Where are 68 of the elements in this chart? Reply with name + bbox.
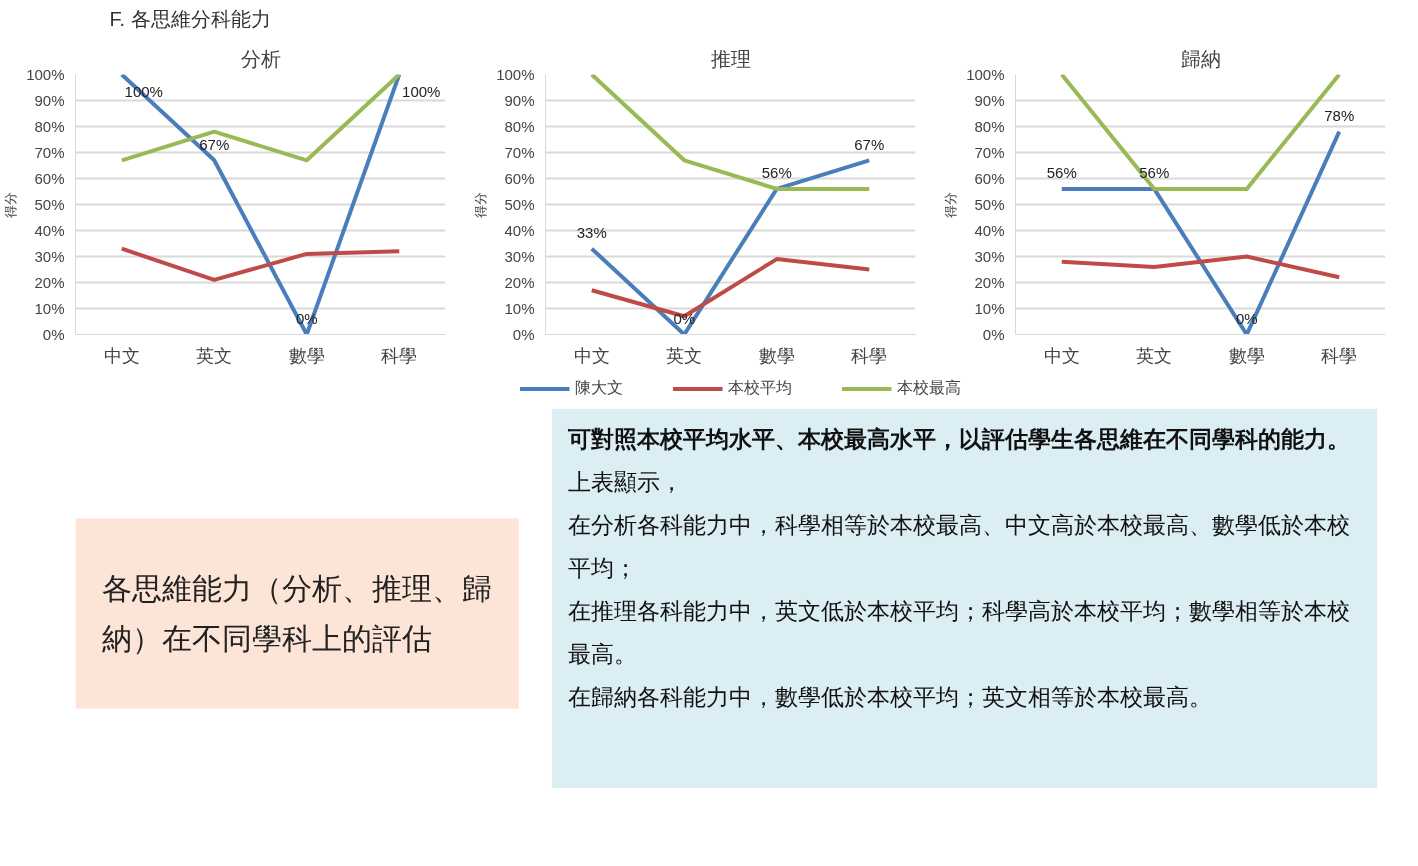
x-tick-label: 數學 — [1228, 345, 1265, 366]
y-tick-label: 0% — [42, 326, 65, 343]
x-tick-label: 數學 — [758, 345, 795, 366]
text: 在推理各科能力中，英文低於本校平均；科學高於本校平均；數學相等於本校最高。 — [567, 597, 1350, 667]
y-tick-label: 10% — [974, 300, 1005, 317]
y-tick-label: 100% — [496, 66, 535, 83]
y-tick-label: 40% — [504, 222, 535, 239]
text: 在分析各科能力中，科學相等於本校最高、中文高於本校最高、數學低於本校平均； — [567, 511, 1350, 581]
legend-label: 本校平均 — [727, 377, 792, 398]
y-tick-label: 20% — [34, 274, 65, 291]
y-tick-label: 40% — [974, 222, 1005, 239]
y-tick-label: 90% — [34, 92, 65, 109]
data-label: 56% — [1046, 164, 1077, 182]
data-label: 67% — [199, 135, 230, 153]
chart-title: 分析 — [240, 47, 281, 70]
y-tick-label: 70% — [974, 144, 1005, 161]
chart-title: 歸納 — [1180, 47, 1221, 70]
y-tick-label: 90% — [504, 92, 535, 109]
data-label: 100% — [402, 82, 441, 100]
text: F. 各思維分科能力 — [109, 7, 271, 30]
x-tick-label: 英文 — [196, 345, 233, 366]
data-label: 33% — [576, 224, 607, 242]
x-tick-label: 中文 — [573, 345, 610, 366]
y-axis-title: 得分 — [473, 191, 489, 218]
y-tick-label: 50% — [34, 196, 65, 213]
text: 各思維能力（分析、推理、歸納）在不同學科上的評估 — [101, 572, 492, 655]
y-tick-label: 50% — [504, 196, 535, 213]
y-axis-title: 得分 — [3, 191, 19, 218]
y-tick-label: 60% — [974, 170, 1005, 187]
y-tick-label: 10% — [34, 300, 65, 317]
y-tick-label: 20% — [504, 274, 535, 291]
y-axis-title: 得分 — [943, 191, 959, 218]
y-tick-label: 20% — [974, 274, 1005, 291]
y-tick-label: 100% — [26, 66, 65, 83]
legend-label: 陳大文 — [574, 377, 623, 398]
data-label: 67% — [854, 135, 885, 153]
y-tick-label: 30% — [974, 248, 1005, 265]
text: 可對照本校平均水平、本校最高水平，以評估學生各思維在不同學科的能力。 — [566, 425, 1350, 452]
y-tick-label: 40% — [34, 222, 65, 239]
y-tick-label: 90% — [974, 92, 1005, 109]
data-label: 78% — [1324, 107, 1355, 125]
x-tick-label: 中文 — [1043, 345, 1080, 366]
x-tick-label: 中文 — [103, 345, 140, 366]
y-tick-label: 60% — [504, 170, 535, 187]
x-tick-label: 數學 — [288, 345, 325, 366]
y-tick-label: 80% — [974, 118, 1005, 135]
text: 上表顯示， — [567, 468, 683, 495]
y-tick-label: 50% — [974, 196, 1005, 213]
y-tick-label: 80% — [34, 118, 65, 135]
y-tick-label: 80% — [504, 118, 535, 135]
legend-label: 本校最高 — [896, 377, 961, 398]
y-tick-label: 0% — [982, 326, 1005, 343]
x-tick-label: 科學 — [381, 345, 418, 366]
x-tick-label: 科學 — [851, 345, 888, 366]
text: 在歸納各科能力中，數學低於本校平均；英文相等於本校最高。 — [567, 683, 1212, 710]
y-tick-label: 60% — [34, 170, 65, 187]
x-tick-label: 英文 — [1136, 345, 1173, 366]
y-tick-label: 100% — [966, 66, 1005, 83]
data-label: 56% — [761, 164, 792, 182]
chart-title: 推理 — [710, 47, 751, 70]
y-tick-label: 70% — [34, 144, 65, 161]
y-tick-label: 70% — [504, 144, 535, 161]
y-tick-label: 0% — [512, 326, 535, 343]
x-tick-label: 科學 — [1321, 345, 1358, 366]
y-tick-label: 30% — [34, 248, 65, 265]
y-tick-label: 10% — [504, 300, 535, 317]
x-tick-label: 英文 — [666, 345, 703, 366]
y-tick-label: 30% — [504, 248, 535, 265]
